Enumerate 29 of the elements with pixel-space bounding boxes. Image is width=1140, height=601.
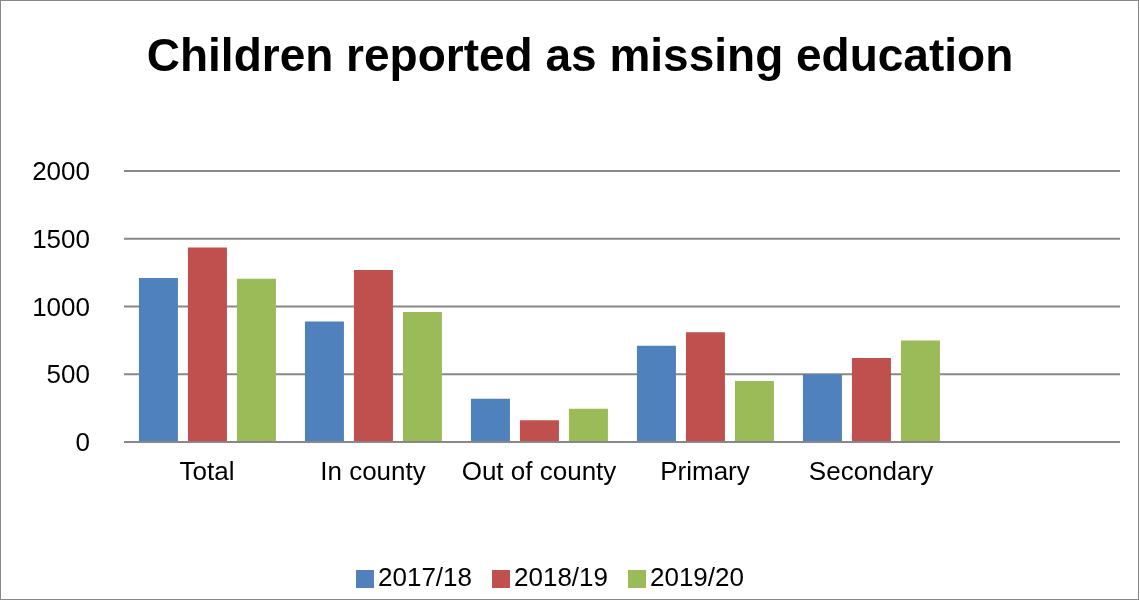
- x-tick-label: Total: [179, 456, 235, 487]
- bar: [802, 374, 842, 442]
- bar: [900, 340, 940, 442]
- chart-title: Children reported as missing education: [145, 28, 1015, 82]
- x-tick-label: Out of county: [461, 456, 617, 487]
- bar: [519, 420, 559, 442]
- y-tick-label: 0: [75, 427, 90, 458]
- bar: [568, 408, 608, 442]
- bar: [138, 278, 178, 442]
- bar: [685, 332, 725, 442]
- y-tick-label: 1000: [32, 291, 90, 322]
- bar: [402, 311, 442, 442]
- y-tick-label: 2000: [32, 156, 90, 187]
- bar: [353, 269, 393, 442]
- bar: [236, 278, 276, 442]
- bar: [636, 345, 676, 442]
- x-tick-label: Primary: [660, 456, 750, 487]
- legend-label: 2018/19: [514, 562, 608, 592]
- y-tick-label: 1500: [32, 223, 90, 254]
- bar: [187, 247, 227, 442]
- legend-label: 2017/18: [378, 562, 472, 592]
- bar: [470, 398, 510, 442]
- bar: [851, 357, 891, 442]
- bar: [304, 321, 344, 442]
- x-tick-label: In county: [320, 456, 426, 487]
- legend-label: 2019/20: [649, 562, 744, 592]
- bar: [734, 381, 774, 442]
- y-tick-label: 500: [46, 359, 90, 390]
- x-tick-label: Secondary: [808, 456, 934, 487]
